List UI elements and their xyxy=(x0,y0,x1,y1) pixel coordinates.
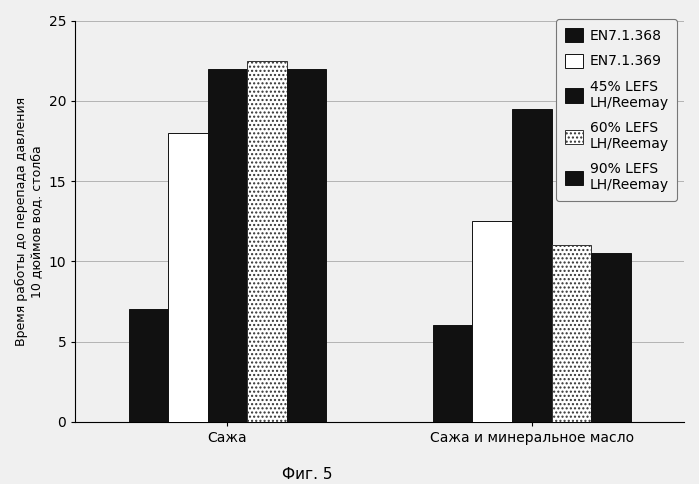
Bar xyxy=(552,245,591,422)
Legend: EN7.1.368, EN7.1.369, 45% LEFS
LH/Reemay, 60% LEFS
LH/Reemay, 90% LEFS
LH/Reemay: EN7.1.368, EN7.1.369, 45% LEFS LH/Reemay… xyxy=(556,19,677,201)
Bar xyxy=(433,325,473,422)
Bar xyxy=(247,60,287,422)
Bar xyxy=(287,69,326,422)
Bar xyxy=(591,253,630,422)
Bar xyxy=(129,309,168,422)
Bar xyxy=(168,133,208,422)
Text: Фиг. 5: Фиг. 5 xyxy=(282,467,333,482)
Bar xyxy=(208,69,247,422)
Bar xyxy=(512,109,552,422)
Bar xyxy=(473,221,512,422)
Y-axis label: Время работы до перепада давления
10 дюймов вод. столба: Время работы до перепада давления 10 дюй… xyxy=(15,97,43,346)
